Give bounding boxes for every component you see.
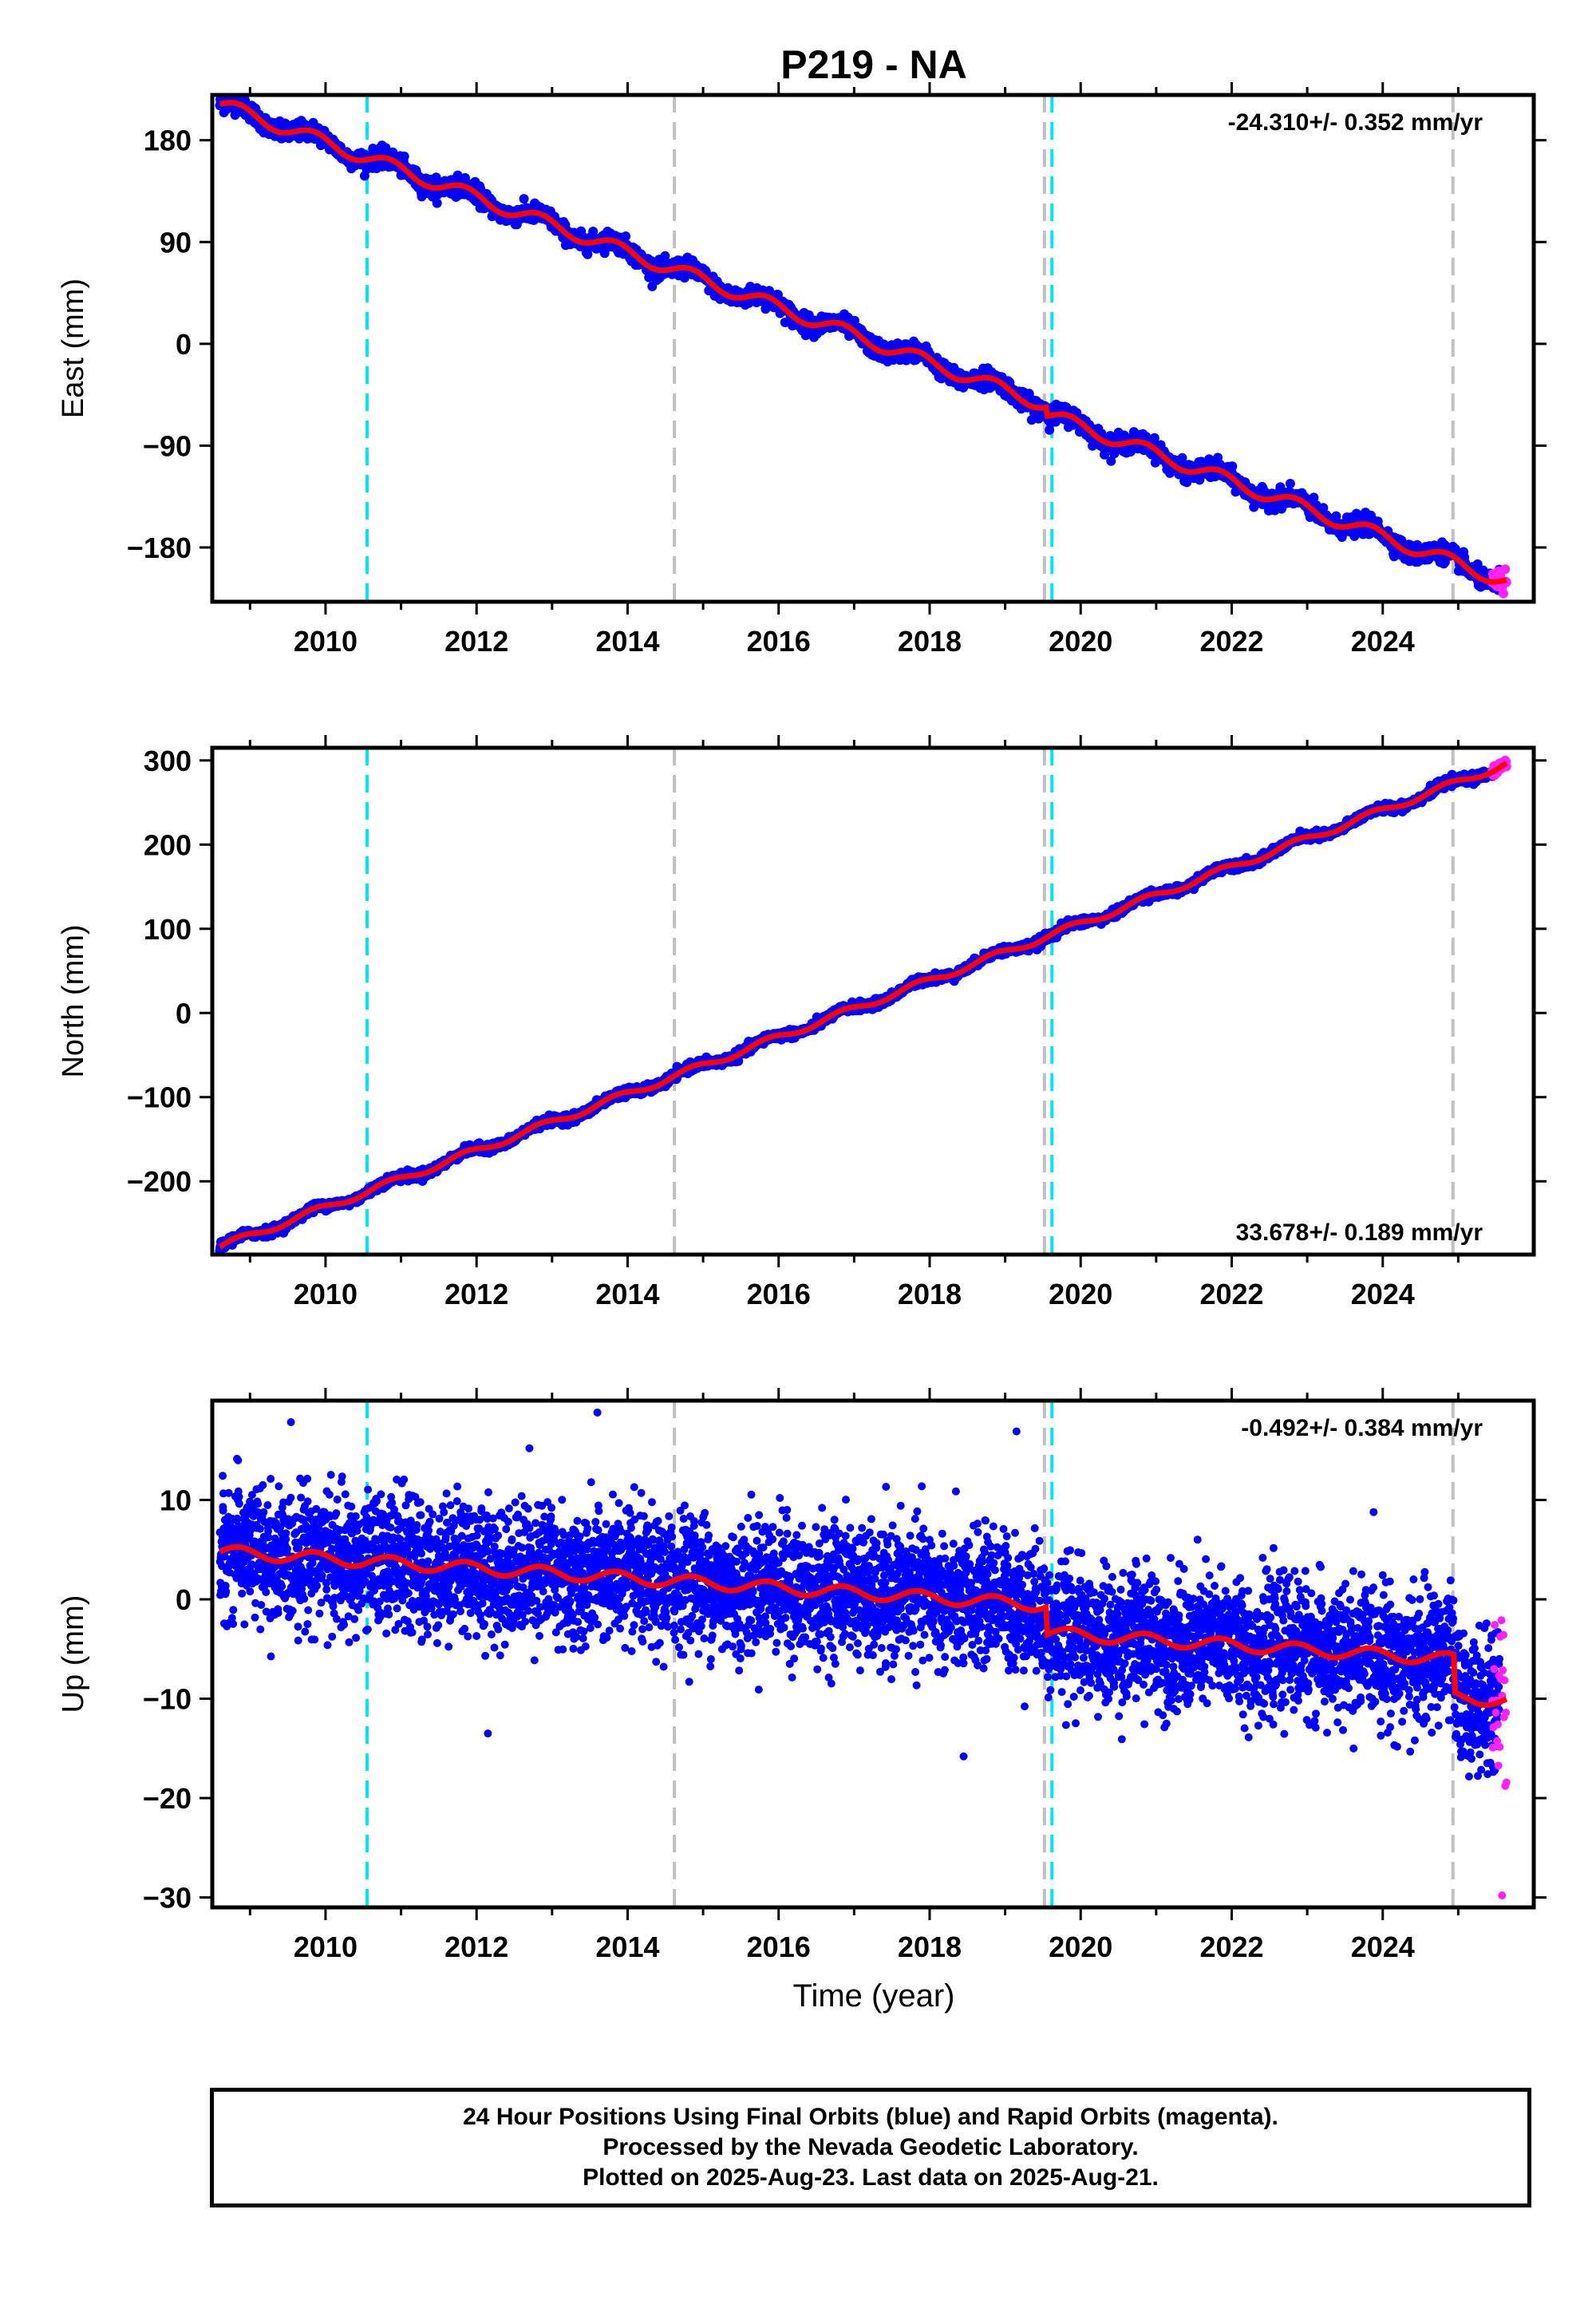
- east-point: [583, 249, 593, 259]
- east-point: [1331, 511, 1341, 521]
- east-rate-label: -24.310+/- 0.352 mm/yr: [1228, 109, 1483, 136]
- east-model-line: [219, 100, 1507, 585]
- east-rapid-point: [1500, 564, 1511, 575]
- east-point: [432, 198, 442, 208]
- east-ytick-label: 90: [160, 226, 192, 259]
- east-point: [519, 194, 529, 204]
- east-point: [1309, 492, 1319, 503]
- east-final-points: [215, 95, 1511, 599]
- east-point: [1149, 433, 1159, 443]
- east-xtick-label: 2012: [444, 625, 508, 658]
- east-point: [1177, 453, 1187, 463]
- figure-title: P219 - NA: [780, 42, 966, 87]
- east-ytick-label: −90: [143, 429, 192, 462]
- east-point: [1106, 456, 1116, 466]
- east-xtick-label: 2024: [1351, 625, 1415, 658]
- east-xtick-label: 2010: [294, 625, 358, 658]
- east-y-axis-label: East (mm): [57, 279, 90, 418]
- east-frame: [210, 93, 1536, 604]
- east-point: [1285, 479, 1295, 488]
- east-xtick-label: 2016: [747, 625, 811, 658]
- east-xtick-label: 2018: [898, 625, 962, 658]
- east-point: [1227, 461, 1238, 472]
- east-point: [901, 355, 911, 366]
- east-ytick-label: 0: [176, 328, 192, 361]
- east-ytick-label: 180: [144, 124, 192, 157]
- east-point: [399, 151, 409, 161]
- east-rapid-point: [1499, 588, 1508, 599]
- east-point: [1472, 559, 1483, 569]
- east-point: [1318, 503, 1329, 513]
- east-point: [660, 251, 670, 261]
- east-xtick-label: 2022: [1199, 625, 1263, 658]
- east-point: [621, 231, 631, 241]
- east-xtick-label: 2014: [595, 625, 659, 658]
- east-panel: 180 90 0 −90 −180 2010 2012 2014 2016 2018 2020 202…: [57, 82, 1547, 658]
- east-ytick-label: −180: [127, 532, 192, 564]
- east-xtick-label: 2020: [1049, 625, 1112, 658]
